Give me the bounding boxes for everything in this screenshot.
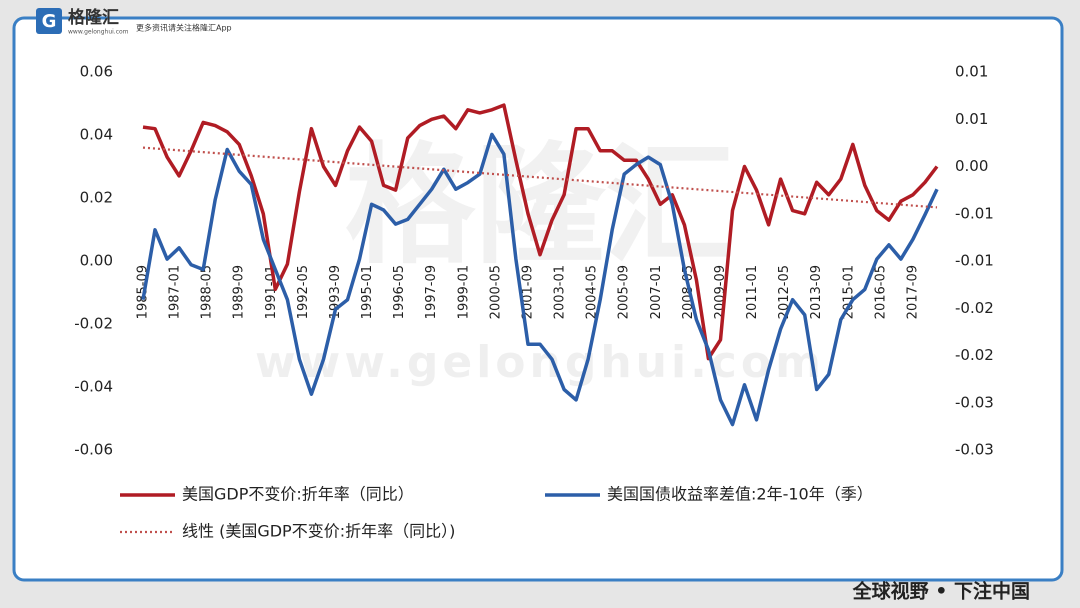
logo-box <box>36 8 62 34</box>
y2-tick-label: 0.00 <box>955 157 988 175</box>
y-tick-label: 0.02 <box>80 189 113 207</box>
y-tick-label: 0.00 <box>80 252 113 270</box>
x-tick-label: 1995-01 <box>360 265 375 319</box>
y2-tick-label: -0.02 <box>955 346 994 364</box>
y2-tick-label: -0.03 <box>955 393 994 411</box>
brand: 格隆汇 <box>68 7 119 28</box>
x-tick-label: 2011-01 <box>745 265 760 319</box>
y-tick-label: -0.02 <box>74 315 113 333</box>
x-tick-label: 2016-05 <box>873 265 888 319</box>
y2-tick-label: -0.01 <box>955 204 994 222</box>
y-tick-label: 0.06 <box>80 63 113 81</box>
y2-tick-label: 0.01 <box>955 110 988 128</box>
x-tick-label: 2003-01 <box>553 265 568 319</box>
brand-url: www.gelonghui.com <box>68 29 129 36</box>
x-tick-label: 2000-05 <box>488 265 503 319</box>
x-tick-label: 2017-09 <box>905 265 920 319</box>
x-tick-label: 2005-09 <box>617 265 632 319</box>
legend-label: 线性 (美国GDP不变价:折年率（同比）) <box>182 522 455 541</box>
x-tick-label: 1989-09 <box>232 265 247 319</box>
legend-label: 美国国债收益率差值:2年-10年（季） <box>607 485 873 504</box>
x-tick-label: 2013-09 <box>809 265 824 319</box>
x-tick-label: 1992-05 <box>296 265 311 319</box>
y2-tick-label: -0.02 <box>955 299 994 317</box>
footer-tagline: 全球视野 • 下注中国 <box>852 580 1030 603</box>
x-tick-label: 2015-01 <box>841 265 856 319</box>
x-tick-label: 2004-05 <box>585 265 600 319</box>
y-tick-label: -0.04 <box>74 378 113 396</box>
x-tick-label: 1988-05 <box>200 265 215 319</box>
y2-tick-label: -0.01 <box>955 252 994 270</box>
x-tick-label: 2012-05 <box>777 265 792 319</box>
y2-tick-label: 0.01 <box>955 63 988 81</box>
slogan: 更多资讯请关注格隆汇App <box>136 23 232 33</box>
y2-tick-label: -0.03 <box>955 441 994 459</box>
x-tick-label: 1999-01 <box>456 265 471 319</box>
y-tick-label: 0.04 <box>80 126 113 144</box>
legend-label: 美国GDP不变价:折年率（同比） <box>182 485 414 504</box>
x-tick-label: 1996-05 <box>392 265 407 319</box>
x-tick-label: 1987-01 <box>168 265 183 319</box>
x-tick-label: 1997-09 <box>424 265 439 319</box>
series-line <box>142 103 939 361</box>
x-tick-label: 2007-01 <box>649 265 664 319</box>
y-tick-label: -0.06 <box>74 441 113 459</box>
series-line <box>141 132 939 427</box>
logo-mark: G <box>42 11 57 32</box>
panel <box>12 16 1064 582</box>
